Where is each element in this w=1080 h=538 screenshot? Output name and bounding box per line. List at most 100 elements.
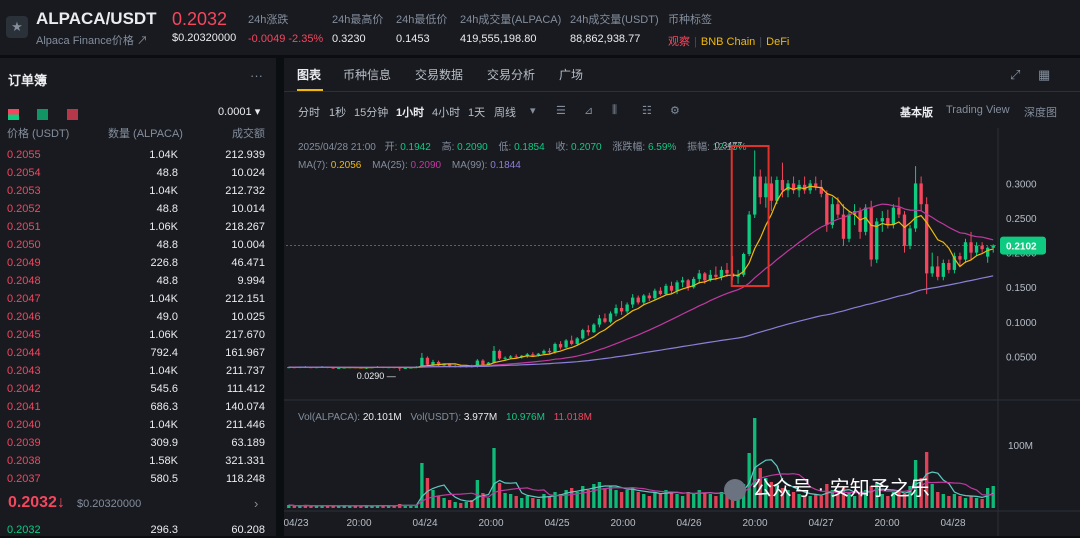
ask-row[interactable]: 0.2053 1.04K 212.732 (0, 183, 276, 201)
interval-1s[interactable]: 1秒 (329, 107, 347, 119)
candle (431, 361, 435, 365)
ma7-label: MA(7): (298, 160, 328, 171)
ask-amount: 1.04K (149, 419, 178, 431)
chevron-down-icon[interactable]: ▾ (530, 105, 536, 117)
pair-title[interactable]: ALPACA/USDT (36, 9, 157, 28)
ask-row[interactable]: 0.2052 48.8 10.014 (0, 201, 276, 219)
ask-row[interactable]: 0.2054 48.8 10.024 (0, 165, 276, 183)
close-value: 0.2070 (571, 142, 602, 153)
price-tick-label: 0.2000 (1006, 249, 1037, 260)
vol-value: 20.101M (362, 412, 402, 423)
layout-icon[interactable]: ☷ (642, 105, 652, 117)
ask-row[interactable]: 0.2040 1.04K 211.446 (0, 417, 276, 435)
candle (592, 324, 596, 333)
interval-1h[interactable]: 1小时 (396, 107, 425, 119)
tab-trading-analysis[interactable]: 交易分析 (487, 68, 536, 82)
interval-1d[interactable]: 1天 (468, 107, 486, 119)
bids-view-icon[interactable] (37, 109, 49, 121)
volume-info: Vol(ALPACA): 20.101M Vol(USDT): 3.977M 1… (298, 412, 592, 423)
interval-time[interactable]: 分时 (298, 107, 320, 119)
candle (497, 350, 502, 359)
tab-trading-data[interactable]: 交易数据 (415, 68, 464, 82)
stat-label: 24h成交量(ALPACA) (460, 14, 562, 26)
candle (692, 278, 696, 288)
drawing-tools-icon[interactable]: ⊿ (584, 105, 594, 117)
ma25-label: MA(25): (372, 160, 408, 171)
candlestick-chart[interactable]: 0.30000.25000.20000.15000.10000.05000.34… (284, 58, 1080, 536)
candle (858, 211, 862, 232)
volume-bar (420, 463, 424, 508)
ask-row[interactable]: 0.2048 48.8 9.994 (0, 273, 276, 291)
candle (309, 367, 313, 369)
volume-bar (647, 496, 651, 508)
volume-bar (298, 506, 302, 508)
tab-token-info[interactable]: 币种信息 (343, 68, 392, 82)
price-tick-label: 0.2500 (1006, 214, 1037, 225)
interval-15m[interactable]: 15分钟 (354, 107, 389, 119)
volume-bar (514, 496, 518, 508)
ask-row[interactable]: 0.2045 1.06K 217.670 (0, 327, 276, 345)
ask-row[interactable]: 0.2038 1.58K 321.331 (0, 453, 276, 471)
gear-icon[interactable]: ⚙ (670, 105, 680, 117)
asks-view-icon[interactable] (66, 109, 78, 121)
ask-row[interactable]: 0.2043 1.04K 211.737 (0, 363, 276, 381)
ask-row[interactable]: 0.2041 686.3 140.074 (0, 399, 276, 417)
tag-bnb-chain[interactable]: BNB Chain (700, 36, 756, 48)
candle (636, 297, 640, 303)
ask-price: 0.2052 (7, 203, 41, 215)
view-basic[interactable]: 基本版 (900, 107, 933, 119)
volume-bar (342, 505, 346, 508)
pair-subtitle-link[interactable]: Alpaca Finance价格 ↗ (36, 35, 148, 47)
ask-price: 0.2050 (7, 239, 41, 251)
candle (403, 367, 407, 369)
interval-week[interactable]: 周线 (494, 107, 516, 119)
volume-bar (558, 494, 563, 508)
interval-4h[interactable]: 4小时 (432, 107, 461, 119)
amplitude-label: 振幅: (687, 142, 710, 153)
tab-square[interactable]: 广场 (559, 68, 584, 82)
candle (836, 204, 840, 215)
candle-type-icon[interactable]: ⫼ (612, 104, 618, 116)
grid-layout-icon[interactable]: ▦ (1038, 67, 1051, 82)
volume-bar (719, 492, 724, 508)
ask-row[interactable]: 0.2050 48.8 10.004 (0, 237, 276, 255)
candle (880, 218, 884, 222)
price-precision-select[interactable]: 0.0001 ▾ (218, 106, 261, 118)
ask-row[interactable]: 0.2046 49.0 10.025 (0, 309, 276, 327)
ask-row[interactable]: 0.2044 792.4 161.967 (0, 345, 276, 363)
bid-row[interactable]: 0.2032 296.3 60.208 (0, 524, 276, 538)
volume-bar (325, 506, 330, 508)
ask-row[interactable]: 0.2051 1.06K 218.267 (0, 219, 276, 237)
tab-chart[interactable]: 图表 (297, 68, 322, 82)
volume-bar (553, 492, 557, 508)
chevron-right-icon[interactable]: › (254, 496, 259, 511)
ask-row[interactable]: 0.2049 226.8 46.471 (0, 255, 276, 273)
both-sides-view-icon[interactable] (8, 109, 19, 121)
ask-row[interactable]: 0.2047 1.04K 212.151 (0, 291, 276, 309)
candle (741, 254, 746, 275)
volume-bar (991, 486, 995, 508)
ask-row[interactable]: 0.2042 545.6 111.412 (0, 381, 276, 399)
more-options-icon[interactable]: ··· (250, 68, 263, 83)
current-price-badge (1000, 236, 1046, 255)
tag-watch[interactable]: 观察 (668, 36, 690, 48)
star-icon[interactable]: ★ (6, 16, 28, 38)
candle (925, 204, 929, 274)
ask-row[interactable]: 0.2037 580.5 118.248 (0, 471, 276, 489)
indicator-icon[interactable]: ☰ (556, 105, 566, 117)
tag-defi[interactable]: DeFi (766, 36, 790, 48)
ask-row[interactable]: 0.2039 309.9 63.189 (0, 435, 276, 453)
volume-bar (597, 482, 602, 508)
candle (891, 207, 896, 225)
fullscreen-icon[interactable]: ⤢ (1010, 67, 1021, 82)
candle (808, 183, 812, 191)
candle (370, 367, 374, 369)
view-tradingview[interactable]: Trading View (946, 104, 1010, 116)
volume-bar (497, 483, 502, 508)
ask-total: 10.025 (231, 311, 265, 323)
volume-bar (692, 494, 696, 508)
bid-price: 0.2032 (7, 524, 41, 536)
candle (320, 366, 324, 368)
ask-row[interactable]: 0.2055 1.04K 212.939 (0, 147, 276, 165)
view-depth[interactable]: 深度图 (1024, 107, 1057, 119)
